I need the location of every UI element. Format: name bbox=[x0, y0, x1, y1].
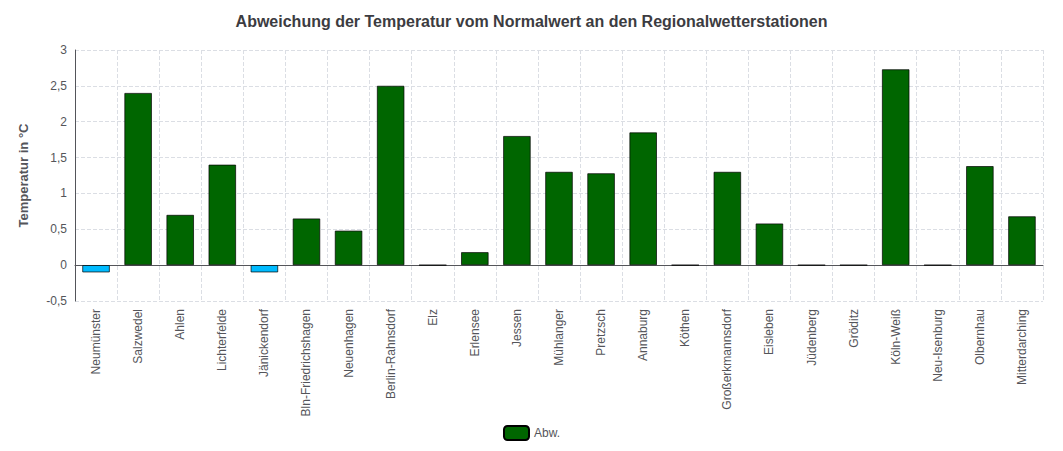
svg-text:Elz: Elz bbox=[426, 309, 440, 326]
svg-text:Abw.: Abw. bbox=[534, 426, 560, 440]
svg-text:Salzwedel: Salzwedel bbox=[131, 309, 145, 364]
svg-text:3: 3 bbox=[60, 43, 67, 57]
svg-text:Ahlen: Ahlen bbox=[173, 309, 187, 340]
svg-text:Temperatur in °C: Temperatur in °C bbox=[16, 123, 31, 228]
svg-text:Köthen: Köthen bbox=[678, 309, 692, 347]
svg-text:Pretzsch: Pretzsch bbox=[594, 309, 608, 356]
svg-text:Jüdenberg: Jüdenberg bbox=[805, 309, 819, 366]
svg-text:0,5: 0,5 bbox=[50, 222, 67, 236]
svg-text:Eisleben: Eisleben bbox=[762, 309, 776, 355]
svg-text:Jessen: Jessen bbox=[510, 309, 524, 347]
svg-text:0: 0 bbox=[60, 258, 67, 272]
svg-text:-0,5: -0,5 bbox=[46, 294, 67, 308]
svg-text:Berlin-Rahnsdorf: Berlin-Rahnsdorf bbox=[384, 308, 398, 399]
svg-text:Annaburg: Annaburg bbox=[636, 309, 650, 361]
svg-text:1: 1 bbox=[60, 186, 67, 200]
svg-text:Olbernhau: Olbernhau bbox=[973, 309, 987, 365]
svg-text:Köln-Weiß: Köln-Weiß bbox=[889, 309, 903, 365]
svg-text:Neuenhagen: Neuenhagen bbox=[342, 309, 356, 378]
svg-text:Erlensee: Erlensee bbox=[468, 309, 482, 357]
svg-text:Lichterfelde: Lichterfelde bbox=[215, 309, 229, 371]
svg-text:Mitterdarching: Mitterdarching bbox=[1015, 309, 1029, 385]
svg-text:Neumünster: Neumünster bbox=[89, 309, 103, 374]
svg-text:Neu-Isenburg: Neu-Isenburg bbox=[931, 309, 945, 382]
svg-text:1,5: 1,5 bbox=[50, 151, 67, 165]
svg-text:Mühlanger: Mühlanger bbox=[552, 309, 566, 366]
svg-text:2,5: 2,5 bbox=[50, 79, 67, 93]
svg-text:Jänickendorf: Jänickendorf bbox=[257, 308, 271, 377]
svg-text:2: 2 bbox=[60, 115, 67, 129]
svg-text:Bln-Friedrichshagen: Bln-Friedrichshagen bbox=[299, 309, 313, 416]
svg-text:Großerkmannsdorf: Großerkmannsdorf bbox=[720, 308, 734, 409]
svg-text:Gröditz: Gröditz bbox=[847, 309, 861, 348]
svg-text:Abweichung der Temperatur vom: Abweichung der Temperatur vom Normalwert… bbox=[236, 13, 828, 30]
